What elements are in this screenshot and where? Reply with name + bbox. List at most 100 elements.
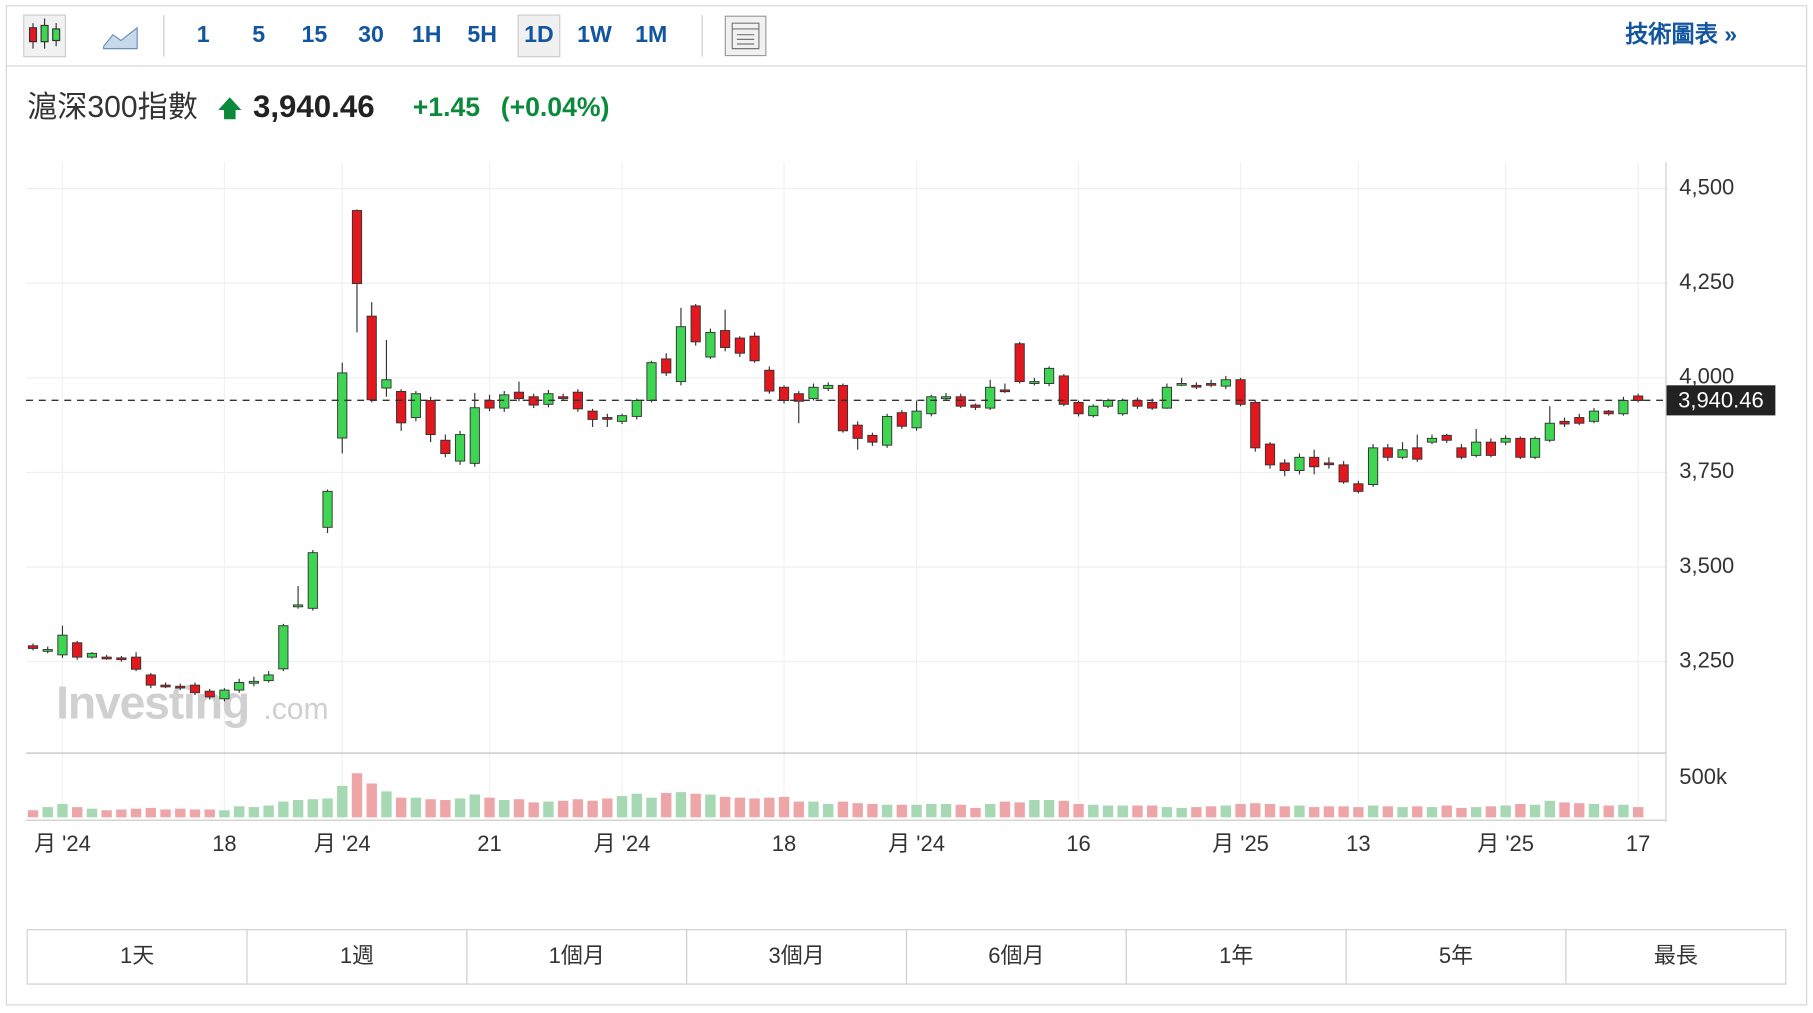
candle-body <box>381 379 392 389</box>
interval-button[interactable]: 1D <box>524 21 554 47</box>
volume-bar <box>1574 803 1585 818</box>
candle-body <box>1176 383 1187 386</box>
candle-body <box>499 394 510 409</box>
x-tick-label: 16 <box>1066 831 1090 856</box>
volume-bar <box>1132 805 1143 818</box>
candle-body <box>440 439 451 454</box>
interval-button[interactable]: 1H <box>412 21 442 47</box>
volume-bar <box>1014 802 1025 818</box>
instrument-name: 滬深300指數 <box>27 91 198 124</box>
candle-body <box>160 684 171 688</box>
candle-body <box>823 384 834 389</box>
volume-bar <box>719 796 731 818</box>
range-button[interactable]: 5年 <box>1439 943 1473 968</box>
candle-body <box>867 434 878 443</box>
volume-bar <box>602 798 613 818</box>
interval-button[interactable]: 1W <box>577 21 612 47</box>
volume-bar <box>749 798 760 818</box>
range-button[interactable]: 1週 <box>340 943 374 968</box>
volume-bar <box>543 801 554 818</box>
x-tick-label: 月 '24 <box>594 831 651 856</box>
volume-bar <box>1603 805 1614 818</box>
icon <box>28 27 38 43</box>
candle-body <box>1500 437 1511 443</box>
y-tick-label: 3,500 <box>1679 553 1734 578</box>
candle-body <box>1206 383 1217 386</box>
volume-bar <box>499 800 510 818</box>
icon <box>103 26 138 50</box>
candle-body <box>720 330 731 349</box>
volume-bar <box>1353 807 1364 818</box>
range-button[interactable]: 3個月 <box>768 943 824 968</box>
candle-body <box>234 682 245 691</box>
volume-bar <box>27 810 39 818</box>
volume-bar <box>1220 805 1232 818</box>
y-tick-label: 3,750 <box>1679 458 1734 483</box>
volume-bar <box>690 793 701 818</box>
candle-body <box>1471 441 1482 456</box>
range-button[interactable]: 最長 <box>1654 943 1698 968</box>
line-type-button[interactable] <box>103 26 138 50</box>
range-button-frame <box>466 929 688 985</box>
layout-button[interactable] <box>724 15 767 57</box>
volume-bar <box>337 785 348 818</box>
grid <box>26 162 1666 818</box>
volume-bar <box>1544 800 1556 818</box>
volume-bar <box>984 803 996 818</box>
candle-body <box>837 384 849 432</box>
candle-body <box>1559 420 1570 425</box>
candle-body <box>263 674 274 682</box>
icon <box>731 22 760 50</box>
volume-bar <box>793 801 804 818</box>
x-tick-label: 月 '24 <box>888 831 945 856</box>
volume-bar <box>219 810 230 818</box>
candle-body <box>1485 441 1496 456</box>
interval-button[interactable]: 1 <box>197 21 210 47</box>
volume-bar <box>1632 807 1644 818</box>
volume-bar <box>307 799 319 818</box>
candle-body <box>189 684 201 694</box>
candle-body <box>513 391 525 400</box>
range-button[interactable]: 6個月 <box>988 943 1044 968</box>
volume-bar <box>955 804 966 818</box>
range-button[interactable]: 1天 <box>120 943 154 968</box>
volume-bar <box>42 807 53 818</box>
x-tick-label: 18 <box>212 831 236 856</box>
candle-body <box>543 393 554 405</box>
volume-bar <box>351 773 363 818</box>
interval-button[interactable]: 5H <box>467 21 497 47</box>
range-button[interactable]: 1個月 <box>549 943 605 968</box>
volume-bar <box>823 803 834 818</box>
volume-bar <box>71 807 83 818</box>
interval-button[interactable]: 15 <box>301 21 327 47</box>
candle-body <box>204 690 215 698</box>
candle-body <box>1294 456 1305 472</box>
volume-bar <box>705 794 716 818</box>
interval-button[interactable]: 1M <box>635 21 667 47</box>
candle-body <box>1147 401 1158 409</box>
volume-bar <box>1470 807 1482 818</box>
volume-bar <box>204 809 215 818</box>
volume-bar <box>616 796 628 818</box>
range-button[interactable]: 1年 <box>1219 943 1253 968</box>
y-tick-label: 4,500 <box>1679 174 1734 199</box>
candle-body <box>219 689 230 700</box>
volume-bar <box>484 797 495 818</box>
candle-body <box>852 424 863 439</box>
candle-body <box>602 417 613 420</box>
range-button-frame <box>26 929 248 985</box>
range-button-frame <box>905 929 1127 985</box>
interval-button[interactable]: 30 <box>358 21 384 47</box>
volume-bar <box>970 807 981 818</box>
volume-bar <box>1618 804 1629 818</box>
candle-body <box>646 362 657 401</box>
tech-chart-link[interactable]: 技術圖表 » <box>1625 21 1737 47</box>
volume-bar <box>557 800 569 818</box>
volume-bar <box>1058 800 1070 818</box>
last-price: 3,940.46 <box>253 89 375 124</box>
candle-body <box>116 657 127 661</box>
candle-body <box>1058 375 1069 405</box>
interval-button[interactable]: 5 <box>252 21 265 47</box>
candle-type-button[interactable] <box>23 14 66 58</box>
range-button-frame <box>1565 929 1787 985</box>
